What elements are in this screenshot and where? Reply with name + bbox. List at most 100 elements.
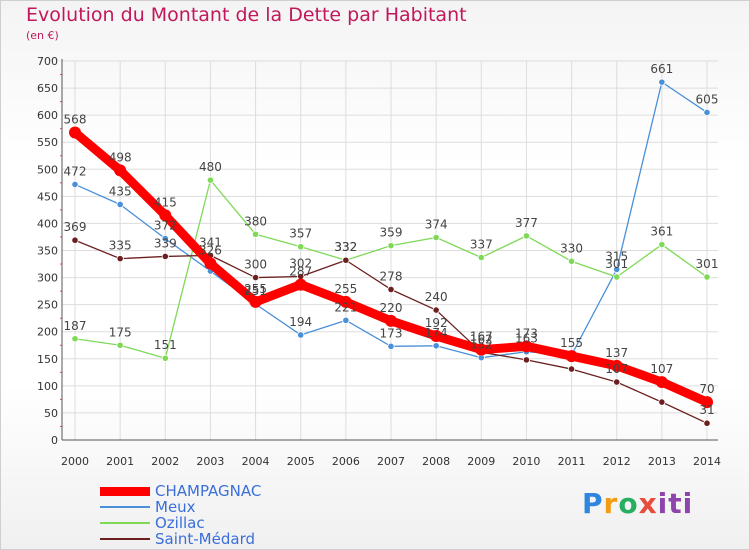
chart-unit-label: (en €) bbox=[26, 29, 59, 42]
data-point-champagnac bbox=[294, 278, 307, 291]
data-label-ozillac: 361 bbox=[650, 225, 673, 239]
chart-legend: CHAMPAGNAC Meux Ozillac Saint-Médard bbox=[100, 482, 400, 548]
data-label-champagnac: 498 bbox=[109, 150, 132, 164]
data-point-saint-m-dard bbox=[116, 255, 124, 263]
data-label-champagnac: 326 bbox=[199, 243, 222, 257]
data-point-meux bbox=[116, 200, 124, 209]
data-label-meux: 194 bbox=[289, 315, 312, 329]
y-tick-label: 50 bbox=[44, 407, 58, 420]
data-point-champagnac bbox=[114, 164, 127, 177]
legend-label: Saint-Médard bbox=[155, 530, 255, 548]
data-label-meux: 152 bbox=[470, 338, 493, 352]
data-point-champagnac bbox=[701, 396, 713, 409]
x-tick-label: 2003 bbox=[196, 455, 224, 468]
data-point-saint-m-dard bbox=[71, 236, 79, 244]
data-label-champagnac: 155 bbox=[560, 336, 583, 350]
data-label-meux: 372 bbox=[154, 219, 177, 233]
y-tick-label: 200 bbox=[37, 326, 58, 339]
data-label-ozillac: 332 bbox=[334, 240, 357, 254]
data-point-saint-m-dard bbox=[387, 285, 395, 294]
x-tick-label: 2005 bbox=[287, 455, 315, 468]
data-point-champagnac bbox=[475, 343, 488, 356]
data-point-ozillac bbox=[567, 257, 576, 265]
data-point-meux bbox=[703, 108, 711, 117]
x-tick-label: 2000 bbox=[61, 455, 89, 468]
x-tick-label: 2008 bbox=[422, 455, 450, 468]
data-point-champagnac bbox=[249, 295, 262, 308]
x-tick-label: 2014 bbox=[693, 455, 721, 468]
legend-item-saint-m-dard: Saint-Médard bbox=[100, 530, 400, 548]
data-label-ozillac: 480 bbox=[199, 160, 222, 174]
x-tick-label: 2013 bbox=[648, 455, 676, 468]
data-point-champagnac bbox=[204, 257, 217, 270]
legend-swatch bbox=[100, 506, 150, 508]
data-label-ozillac: 187 bbox=[64, 319, 87, 333]
data-point-champagnac bbox=[69, 126, 81, 139]
data-point-saint-m-dard bbox=[342, 256, 350, 264]
data-label-meux: 163 bbox=[515, 332, 538, 346]
y-tick-label: 0 bbox=[51, 434, 58, 447]
y-tick-label: 650 bbox=[37, 82, 58, 95]
data-point-saint-m-dard bbox=[432, 306, 440, 314]
data-point-saint-m-dard bbox=[658, 398, 666, 406]
data-point-saint-m-dard bbox=[251, 273, 260, 282]
data-point-champagnac bbox=[339, 295, 352, 308]
data-label-ozillac: 377 bbox=[515, 216, 538, 230]
x-tick-label: 2007 bbox=[377, 455, 405, 468]
data-label-saint-m-dard: 31 bbox=[699, 403, 714, 417]
x-tick-label: 2010 bbox=[512, 455, 540, 468]
data-point-ozillac bbox=[703, 273, 711, 281]
data-label-meux: 221 bbox=[334, 300, 357, 314]
data-label-meux: 174 bbox=[425, 326, 448, 340]
data-point-ozillac bbox=[477, 253, 485, 262]
data-label-ozillac: 374 bbox=[425, 218, 448, 232]
x-tick-label: 2012 bbox=[603, 455, 631, 468]
chart-title: Evolution du Montant de la Dette par Hab… bbox=[26, 4, 467, 26]
data-point-saint-m-dard bbox=[613, 378, 621, 386]
data-label-meux: 435 bbox=[109, 184, 132, 198]
data-point-champagnac bbox=[655, 376, 668, 389]
data-label-ozillac: 175 bbox=[109, 325, 132, 339]
x-tick-label: 2006 bbox=[332, 455, 360, 468]
legend-item-meux: Meux bbox=[100, 498, 400, 516]
legend-label: Meux bbox=[155, 498, 196, 516]
data-label-champagnac: 173 bbox=[515, 326, 538, 340]
y-tick-label: 550 bbox=[37, 136, 58, 149]
y-tick-label: 150 bbox=[37, 353, 58, 366]
data-label-champagnac: 287 bbox=[289, 265, 312, 279]
proxiti-logo: Proxiti bbox=[582, 487, 694, 520]
data-point-saint-m-dard bbox=[567, 365, 576, 373]
data-point-meux bbox=[342, 316, 350, 324]
legend-swatch bbox=[100, 538, 150, 540]
data-label-ozillac: 151 bbox=[154, 338, 177, 352]
data-point-meux bbox=[297, 331, 305, 339]
data-label-saint-m-dard: 240 bbox=[425, 290, 448, 304]
data-point-champagnac bbox=[385, 314, 397, 327]
x-tick-label: 2002 bbox=[151, 455, 179, 468]
legend-swatch bbox=[100, 522, 150, 524]
y-tick-label: 700 bbox=[37, 55, 58, 68]
data-point-saint-m-dard bbox=[522, 356, 531, 364]
data-label-ozillac: 330 bbox=[560, 241, 583, 255]
data-point-saint-m-dard bbox=[703, 419, 711, 427]
data-point-ozillac bbox=[161, 354, 169, 362]
data-point-champagnac bbox=[610, 359, 623, 372]
data-label-ozillac: 301 bbox=[605, 257, 628, 271]
y-tick-label: 600 bbox=[37, 109, 58, 122]
data-point-ozillac bbox=[206, 176, 215, 184]
data-label-champagnac: 137 bbox=[605, 346, 628, 360]
data-point-saint-m-dard bbox=[161, 252, 169, 261]
data-label-ozillac: 337 bbox=[470, 238, 493, 252]
data-label-saint-m-dard: 332 bbox=[334, 240, 357, 254]
data-label-saint-m-dard: 162 bbox=[470, 332, 493, 346]
y-tick-label: 350 bbox=[37, 245, 58, 258]
data-label-meux: 605 bbox=[696, 92, 719, 106]
data-label-saint-m-dard: 369 bbox=[64, 220, 87, 234]
legend-item-ozillac: Ozillac bbox=[100, 515, 400, 532]
data-point-champagnac bbox=[159, 209, 172, 222]
data-label-champagnac: 220 bbox=[380, 301, 403, 315]
data-point-champagnac bbox=[520, 340, 533, 353]
data-label-meux: 472 bbox=[64, 164, 87, 178]
legend-label: CHAMPAGNAC bbox=[155, 482, 262, 500]
